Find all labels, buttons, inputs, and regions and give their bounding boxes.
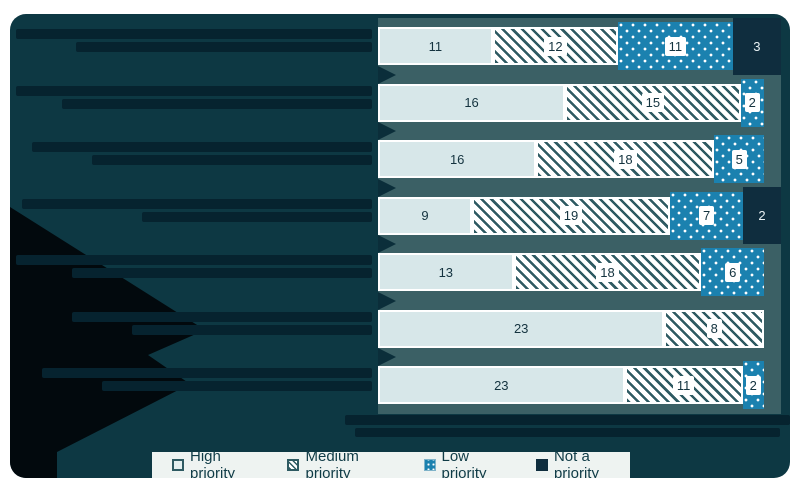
chevron-right-icon [378, 348, 396, 366]
legend-label: High priority [190, 448, 236, 478]
plot-area: 11 12 11 3 16 15 2 16 18 5 9 19 7 2 13 18 6 23 8 23 11 2 [378, 17, 781, 414]
row-label-illegible-text [22, 198, 372, 209]
legend-item-high-priority: High priority [172, 448, 261, 478]
legend-item-medium-priority: Medium priority [287, 448, 397, 478]
not-a-priority-swatch-icon [535, 459, 548, 471]
segment-value-label: 15 [641, 93, 665, 113]
bar-segment-high-priority: 16 [378, 140, 537, 179]
bar-segment-high-priority: 16 [378, 83, 566, 122]
row-label-illegible-text [62, 98, 372, 109]
bar-row: 23 11 2 [378, 357, 781, 414]
segment-value-label: 2 [744, 93, 760, 113]
bar-segment-high-priority: 11 [378, 27, 493, 66]
segment-value-label: 11 [664, 36, 687, 56]
row-label-illegible-text [92, 155, 372, 165]
row-label-illegible-text [132, 324, 372, 335]
row-label-illegible-text [32, 142, 372, 152]
bar-segment-medium-priority: 11 [624, 366, 743, 405]
legend-label: Medium priority [305, 448, 359, 478]
bar-row: 16 15 2 [378, 75, 781, 132]
bar-segment-low-priority: 2 [742, 361, 764, 410]
chevron-right-icon [378, 65, 396, 84]
segment-value-label: 19 [559, 206, 583, 226]
black-arrow-decoration [10, 207, 205, 478]
low-priority-swatch-icon [423, 459, 436, 471]
row-label-illegible-text [42, 368, 372, 378]
segment-value-label: 18 [614, 149, 637, 169]
bar-segment-low-priority: 5 [714, 135, 764, 184]
medium-priority-swatch-icon [287, 459, 300, 471]
segment-value-label: 23 [513, 321, 529, 337]
segment-value-label: 5 [731, 149, 747, 169]
chart-canvas: 11 12 11 3 16 15 2 16 18 5 9 19 7 2 13 18 6 23 8 23 11 2 High… [10, 14, 790, 478]
segment-value-label: 7 [698, 206, 715, 226]
row-label-illegible-text [142, 211, 372, 222]
row-label-illegible-text [16, 255, 372, 265]
bar-segment-medium-priority: 15 [565, 83, 741, 122]
row-label-illegible-text [72, 311, 372, 322]
row-label-illegible-text [16, 85, 372, 96]
caption-illegible-text [345, 415, 790, 425]
chevron-right-icon [378, 235, 396, 253]
caption-illegible-text [355, 428, 780, 437]
segment-value-label: 8 [706, 319, 722, 339]
row-label-illegible-text [102, 381, 372, 391]
segment-value-label: 18 [596, 262, 619, 282]
black-arrow-shape [10, 207, 205, 478]
segment-value-label: 3 [753, 38, 761, 54]
bar-row: 23 8 [378, 301, 781, 358]
row-label-illegible-text [16, 29, 372, 39]
chevron-right-icon [378, 291, 396, 310]
segment-value-label: 11 [672, 375, 695, 395]
row-label-illegible-text [76, 42, 372, 52]
segment-value-label: 2 [745, 375, 761, 395]
bar-segment-high-priority: 9 [378, 196, 472, 235]
bar-segment-not-priority: 2 [743, 187, 781, 245]
row-label-illegible-text [72, 268, 372, 278]
bar-segment-low-priority: 2 [740, 78, 764, 127]
high-priority-swatch-icon [172, 459, 184, 471]
segment-value-label: 11 [428, 38, 443, 54]
legend-label: Low priority [441, 448, 487, 478]
legend: High priority Medium priority Low priori… [152, 448, 630, 478]
bar-segment-medium-priority: 19 [471, 196, 671, 235]
legend-item-not-a-priority: Not a priority [535, 448, 630, 478]
bar-segment-low-priority: 6 [701, 248, 764, 297]
bar-segment-medium-priority: 12 [492, 27, 618, 66]
bar-segment-medium-priority: 8 [664, 309, 764, 348]
bar-segment-high-priority: 23 [378, 366, 625, 405]
bar-row: 16 18 5 [378, 131, 781, 188]
segment-value-label: 13 [438, 264, 454, 280]
bar-row: 9 19 7 2 [378, 187, 781, 245]
bar-row: 13 18 6 [378, 244, 781, 301]
bar-row: 11 12 11 3 [378, 17, 781, 75]
chevron-right-icon [378, 122, 396, 140]
bar-segment-medium-priority: 18 [513, 253, 702, 292]
segment-value-label: 23 [494, 377, 509, 393]
segment-value-label: 9 [421, 208, 429, 224]
bar-segment-high-priority: 23 [378, 309, 665, 348]
bar-segment-low-priority: 11 [617, 22, 733, 71]
segment-value-label: 6 [725, 262, 741, 282]
legend-item-low-priority: Low priority [423, 448, 510, 478]
bar-segment-medium-priority: 18 [536, 140, 715, 179]
legend-label: Not a priority [553, 448, 599, 478]
segment-value-label: 12 [544, 36, 567, 56]
chevron-right-icon [378, 178, 396, 197]
segment-value-label: 16 [449, 151, 465, 167]
bar-segment-not-priority: 3 [732, 17, 781, 75]
segment-value-label: 2 [758, 208, 766, 224]
segment-value-label: 16 [464, 95, 479, 111]
bar-segment-low-priority: 7 [670, 191, 744, 240]
bar-segment-high-priority: 13 [378, 253, 514, 292]
